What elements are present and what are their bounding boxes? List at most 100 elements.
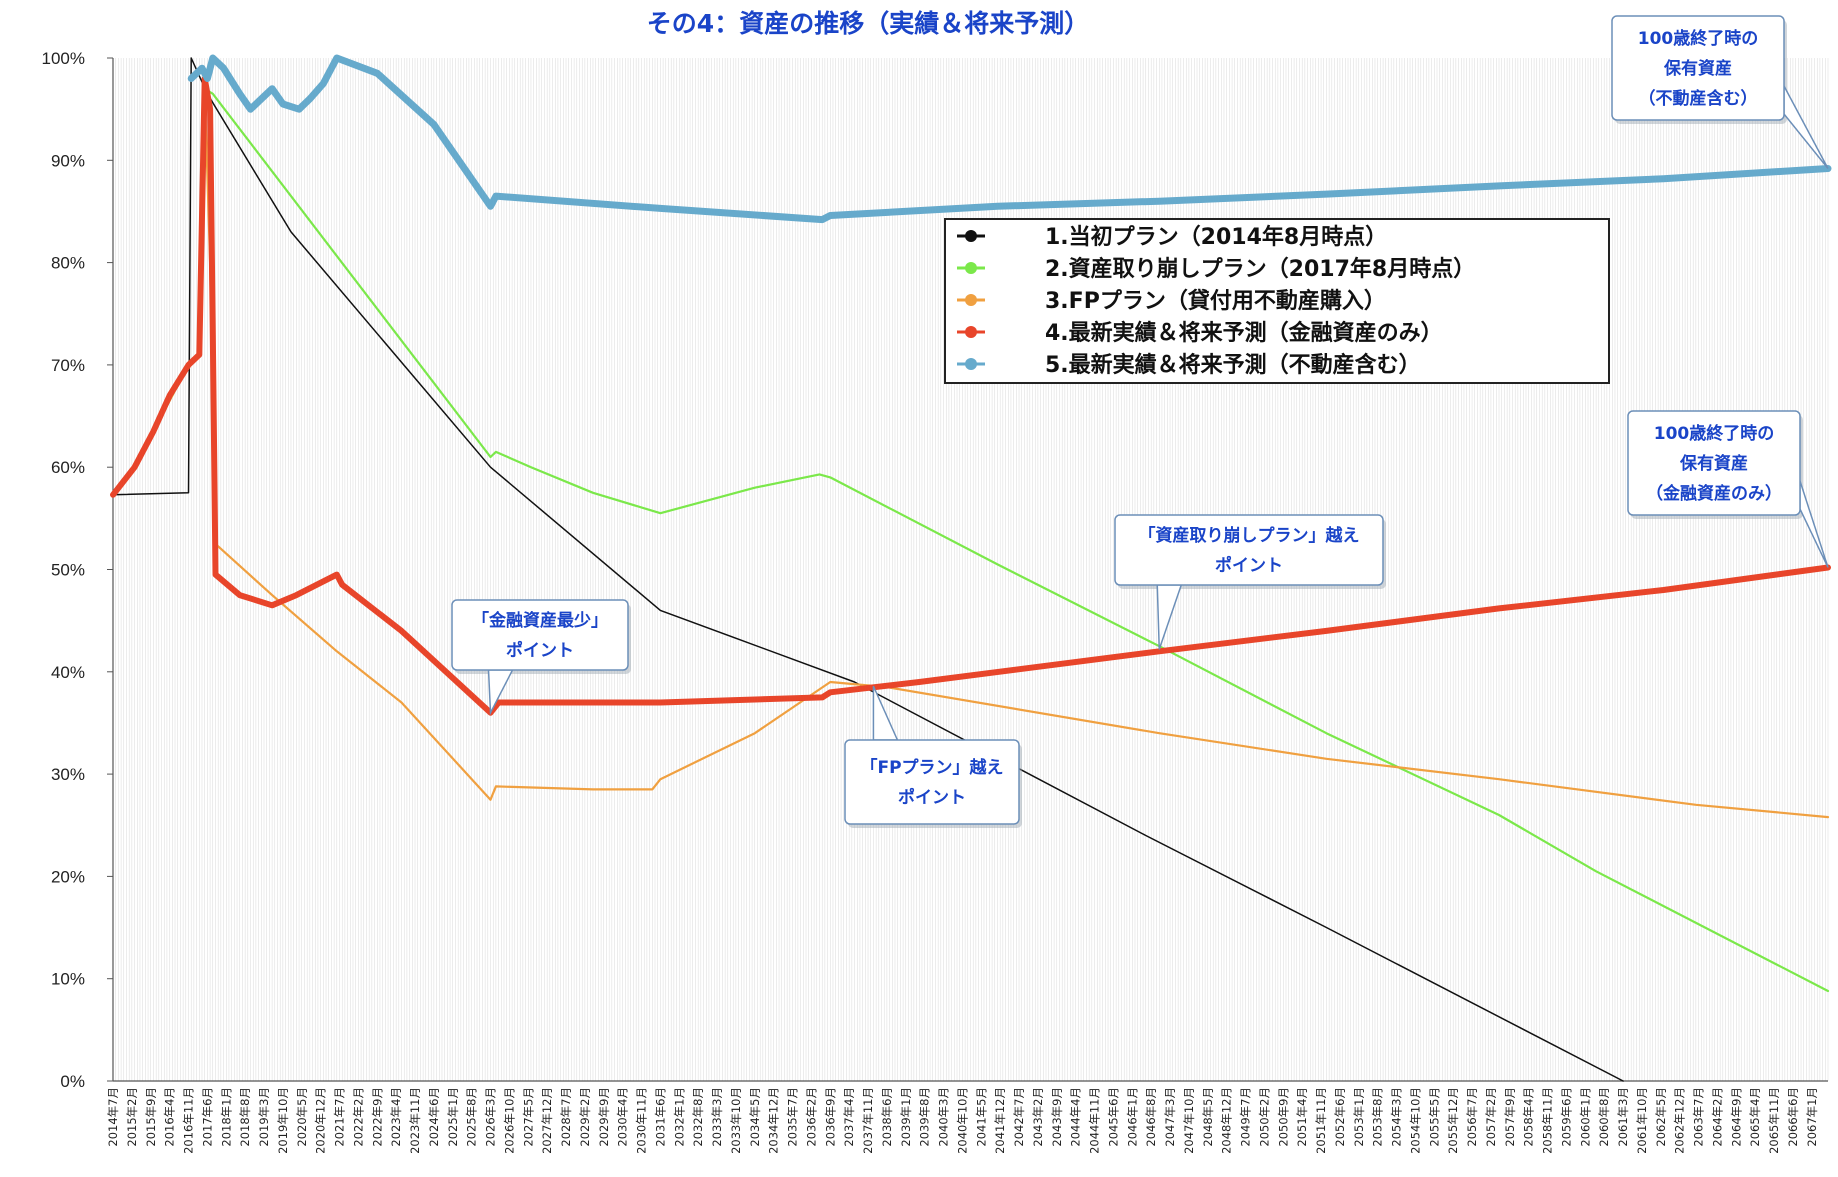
- x-axis-ticks: 2014年7月 2015年2月 2015年9月 2016年4月 2016年11月 2017…: [106, 1087, 1819, 1154]
- x-tick-label: 2051年4月: [1295, 1087, 1309, 1147]
- legend-entry-label: 3.FPプラン（貸付用不動産購入）: [1045, 288, 1386, 314]
- x-tick-label: 2050年2月: [1257, 1087, 1271, 1147]
- x-tick-label: 2019年10月: [276, 1087, 290, 1154]
- x-tick-label: 2020年12月: [314, 1087, 328, 1154]
- x-tick-label: 2022年9月: [370, 1087, 384, 1147]
- callout-box: [1611, 15, 1785, 121]
- callout-pointer: [872, 685, 899, 741]
- x-tick-label: 2019年3月: [257, 1087, 271, 1147]
- y-tick-label: 80%: [51, 254, 85, 273]
- legend-entry-label: 4.最新実績＆将来予測（金融資産のみ）: [1045, 320, 1443, 346]
- legend-entry-label: 1.当初プラン（2014年8月時点）: [1045, 224, 1387, 250]
- legend-entry-label: 5.最新実績＆将来予測（不動産含む）: [1045, 352, 1421, 378]
- x-tick-label: 2055年5月: [1427, 1087, 1441, 1147]
- x-tick-label: 2043年9月: [1050, 1087, 1064, 1147]
- x-tick-label: 2054年3月: [1390, 1087, 1404, 1147]
- x-tick-label: 2058年11月: [1541, 1087, 1555, 1154]
- x-tick-label: 2015年2月: [125, 1087, 139, 1147]
- y-tick-label: 60%: [51, 458, 85, 477]
- callout-text-line: 保有資産: [1663, 58, 1732, 79]
- series-line-4: [110, 75, 1831, 716]
- x-tick-label: 2016年4月: [163, 1087, 177, 1147]
- x-tick-label: 2031年6月: [653, 1087, 667, 1147]
- series-lines: [110, 54, 1832, 1082]
- x-tick-label: 2044年4月: [1069, 1087, 1083, 1147]
- x-tick-label: 2030年11月: [635, 1087, 649, 1154]
- legend-swatch-marker: [965, 230, 977, 242]
- x-tick-label: 2046年1月: [1125, 1087, 1139, 1147]
- callouts: 100歳終了時の保有資産（不動産含む）100歳終了時の保有資産（金融資産のみ）「…: [451, 15, 1829, 828]
- x-tick-label: 2039年8月: [918, 1087, 932, 1147]
- x-tick-label: 2041年12月: [993, 1087, 1007, 1154]
- x-tick-label: 2021年7月: [333, 1087, 347, 1147]
- x-tick-label: 2061年3月: [1616, 1087, 1630, 1147]
- x-tick-label: 2027年5月: [521, 1087, 535, 1147]
- x-tick-label: 2064年9月: [1729, 1087, 1743, 1147]
- x-tick-label: 2062年12月: [1673, 1087, 1687, 1154]
- x-tick-label: 2066年6月: [1786, 1087, 1800, 1147]
- callout-text-line: 100歳終了時の: [1654, 423, 1775, 444]
- x-tick-label: 2038年6月: [880, 1087, 894, 1147]
- x-tick-label: 2018年1月: [219, 1087, 233, 1147]
- x-tick-label: 2048年5月: [1201, 1087, 1215, 1147]
- y-tick-label: 70%: [51, 356, 85, 375]
- x-tick-label: 2062年5月: [1654, 1087, 1668, 1147]
- x-tick-label: 2057年9月: [1503, 1087, 1517, 1147]
- x-tick-label: 2049年7月: [1239, 1087, 1253, 1147]
- x-tick-label: 2035年7月: [786, 1087, 800, 1147]
- x-tick-label: 2061年10月: [1635, 1087, 1649, 1154]
- x-tick-label: 2053年1月: [1352, 1087, 1366, 1147]
- x-tick-label: 2028年7月: [559, 1087, 573, 1147]
- callout-text-line: ポイント: [898, 787, 966, 808]
- x-tick-label: 2050年9月: [1276, 1087, 1290, 1147]
- x-tick-label: 2037年11月: [861, 1087, 875, 1154]
- x-tick-label: 2032年8月: [691, 1087, 705, 1147]
- x-tick-label: 2051年11月: [1314, 1087, 1328, 1154]
- x-tick-label: 2063年7月: [1692, 1087, 1706, 1147]
- x-tick-label: 2065年11月: [1767, 1087, 1781, 1154]
- x-tick-label: 2036年9月: [823, 1087, 837, 1147]
- y-tick-label: 30%: [51, 765, 85, 784]
- x-tick-label: 2025年1月: [446, 1087, 460, 1147]
- x-tick-label: 2036年2月: [804, 1087, 818, 1147]
- y-axis-ticks: 0% 10% 20% 30% 40% 50% 60% 70% 80% 90% 100%: [42, 49, 113, 1091]
- x-tick-label: 2025年8月: [465, 1087, 479, 1147]
- callout-pointer: [1799, 480, 1829, 568]
- legend-entry-label: 2.資産取り崩しプラン（2017年8月時点）: [1045, 256, 1475, 282]
- x-tick-label: 2033年10月: [729, 1087, 743, 1154]
- x-tick-label: 2022年2月: [351, 1087, 365, 1147]
- x-tick-label: 2058年4月: [1522, 1087, 1536, 1147]
- x-tick-label: 2024年6月: [427, 1087, 441, 1147]
- x-tick-label: 2026年3月: [484, 1087, 498, 1147]
- x-tick-label: 2034年12月: [767, 1087, 781, 1154]
- x-tick-label: 2029年2月: [578, 1087, 592, 1147]
- x-tick-label: 2023年4月: [389, 1087, 403, 1147]
- callout-text-line: ポイント: [506, 640, 574, 661]
- x-tick-label: 2014年7月: [106, 1087, 120, 1147]
- legend: 1.当初プラン（2014年8月時点） 2.資産取り崩しプラン（2017年8月時点）…: [944, 218, 1610, 384]
- callout-text-line: 保有資産: [1679, 453, 1748, 474]
- callout-box: [844, 739, 1020, 825]
- x-tick-label: 2034年5月: [748, 1087, 762, 1147]
- x-tick-label: 2045年6月: [1106, 1087, 1120, 1147]
- x-tick-label: 2059年6月: [1559, 1087, 1573, 1147]
- callout-box: [451, 599, 629, 671]
- x-tick-label: 2032年1月: [672, 1087, 686, 1147]
- x-tick-label: 2042年7月: [1012, 1087, 1026, 1147]
- x-tick-label: 2064年2月: [1710, 1087, 1724, 1147]
- legend-box: [944, 218, 1610, 384]
- callout-text-line: 100歳終了時の: [1638, 28, 1759, 49]
- x-tick-label: 2041年5月: [974, 1087, 988, 1147]
- legend-swatch-marker: [965, 326, 977, 338]
- callout-3: 「金融資産最少」ポイント: [451, 599, 631, 716]
- y-tick-label: 90%: [51, 151, 85, 170]
- x-tick-label: 2040年3月: [937, 1087, 951, 1147]
- x-tick-label: 2044年11月: [1088, 1087, 1102, 1154]
- legend-swatch-marker: [965, 262, 977, 274]
- x-tick-label: 2030年4月: [616, 1087, 630, 1147]
- callout-pointer: [1783, 85, 1829, 169]
- y-tick-label: 10%: [51, 970, 85, 989]
- x-tick-label: 2037年4月: [842, 1087, 856, 1147]
